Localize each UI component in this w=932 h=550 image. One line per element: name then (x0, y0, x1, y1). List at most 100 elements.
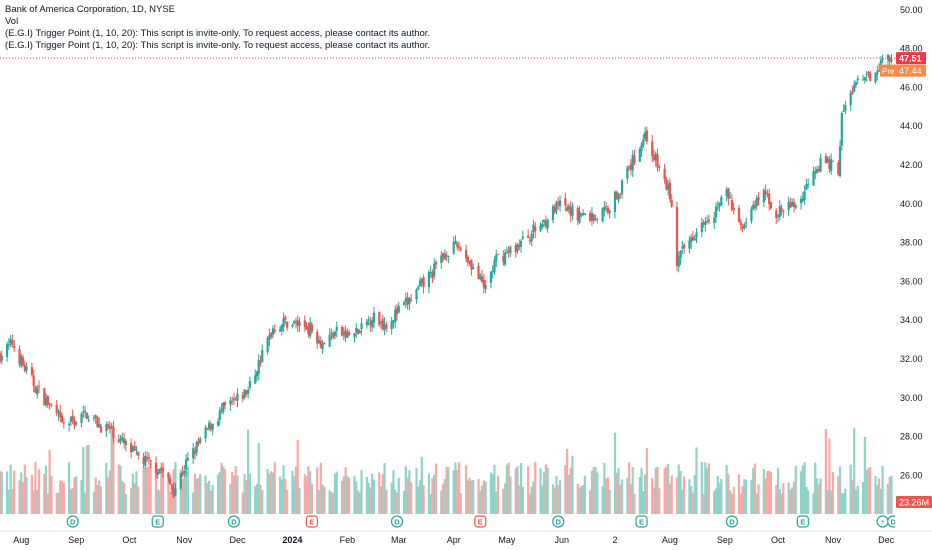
candle-body (184, 459, 188, 470)
volume-bar (532, 481, 535, 514)
candle-body (92, 417, 96, 419)
volume-bar (718, 483, 721, 514)
candle (629, 159, 633, 176)
event-marker[interactable]: D (725, 515, 739, 528)
candle (257, 354, 260, 381)
event-marker[interactable]: ⚡ (876, 515, 889, 528)
candle-body (651, 141, 654, 157)
candle-body (730, 200, 734, 210)
event-markers[interactable]: D E D E D E D E D E ⚡ D (66, 515, 900, 528)
indicator-legend-1[interactable]: (E.G.I) Trigger Point (1, 10, 20): This … (5, 28, 431, 39)
candle-body (532, 224, 535, 233)
candle (617, 192, 620, 204)
event-marker[interactable]: D (227, 515, 241, 528)
event-marker[interactable]: D (390, 515, 404, 528)
indicator-legend-2[interactable]: (E.G.I) Trigger Point (1, 10, 20): This … (5, 40, 431, 51)
volume-bar (124, 493, 127, 514)
volume-bar (619, 484, 622, 514)
candle (410, 293, 413, 302)
candle (817, 165, 820, 173)
volume-bar (369, 487, 372, 514)
candle (838, 140, 842, 178)
candle-body (223, 402, 227, 406)
event-marker[interactable]: D (66, 515, 79, 528)
price-axis[interactable]: 50.00 48.00 46.00 44.00 42.00 40.00 38.00 36.00… (880, 0, 932, 550)
candle (837, 160, 840, 177)
volume-bar (592, 467, 595, 514)
candle (137, 451, 140, 460)
candle (34, 385, 37, 394)
candle-body (516, 244, 519, 251)
candle-body (108, 425, 111, 429)
time-axis[interactable]: Aug Sep Oct Nov Dec 2024 Feb Mar Apr May Jun 2 Aug Se… (0, 530, 932, 545)
time-tick-label: Dec (229, 535, 246, 545)
volume-bar (170, 489, 174, 514)
volume-bar (849, 464, 852, 514)
candle (204, 425, 207, 443)
candle (44, 393, 48, 408)
candle (890, 54, 893, 64)
candle (397, 301, 400, 314)
volume-bar (853, 427, 856, 514)
candle (266, 335, 269, 355)
volume-bar (261, 490, 264, 514)
candle (863, 76, 866, 84)
event-marker[interactable]: E (635, 515, 648, 528)
volume-bar (658, 488, 661, 514)
event-marker[interactable]: E (796, 515, 809, 528)
candle (270, 332, 273, 340)
symbol-title[interactable]: Bank of America Corporation, 1D, NYSE (5, 4, 176, 15)
candle-body (5, 344, 9, 357)
candle (50, 403, 53, 408)
volume-bar (876, 484, 879, 514)
candle-body (803, 191, 806, 201)
volume-bar (688, 479, 691, 514)
candle-body (620, 180, 624, 194)
volume-bar (5, 471, 9, 514)
candle (261, 344, 264, 363)
candle (218, 407, 221, 426)
candle-body (849, 93, 852, 105)
time-tick-label: Feb (340, 535, 356, 545)
candle-body (87, 419, 90, 421)
volume-bar (294, 466, 298, 514)
candle-body (791, 201, 794, 207)
candle-body (169, 478, 172, 485)
candle-body (122, 438, 126, 444)
candle (553, 204, 556, 214)
event-marker[interactable]: E (305, 515, 319, 528)
candle-body (484, 285, 487, 289)
volume-bar (638, 477, 641, 514)
volume-bar (75, 476, 78, 514)
candle (394, 305, 397, 329)
candle-body (617, 194, 620, 200)
volume-bar (551, 484, 555, 514)
volume-bar (631, 467, 634, 514)
volume-bar (94, 477, 97, 514)
candle (431, 269, 434, 283)
volume-bar (270, 471, 273, 514)
candle-body (303, 320, 306, 328)
candle-body (397, 305, 400, 313)
dividend-marker-shape (66, 515, 79, 528)
event-marker[interactable]: D (552, 515, 565, 528)
volume-legend[interactable]: Vol (5, 16, 19, 27)
candle-body (144, 455, 147, 466)
volume-bar (9, 464, 12, 514)
candle-body (677, 256, 680, 267)
volume-bar (30, 474, 34, 514)
volume-bar (417, 486, 420, 514)
volume-bar (204, 475, 207, 514)
candle (867, 70, 870, 78)
volume-bar (667, 463, 670, 514)
candle (291, 323, 294, 329)
volume-bar (716, 476, 719, 514)
candle-body (434, 261, 438, 265)
candle-body (395, 308, 399, 315)
event-marker[interactable]: E (474, 515, 487, 528)
volume-bar (44, 465, 48, 514)
volume-bar (36, 489, 39, 514)
candle (105, 421, 108, 437)
event-marker[interactable]: E (151, 515, 164, 528)
